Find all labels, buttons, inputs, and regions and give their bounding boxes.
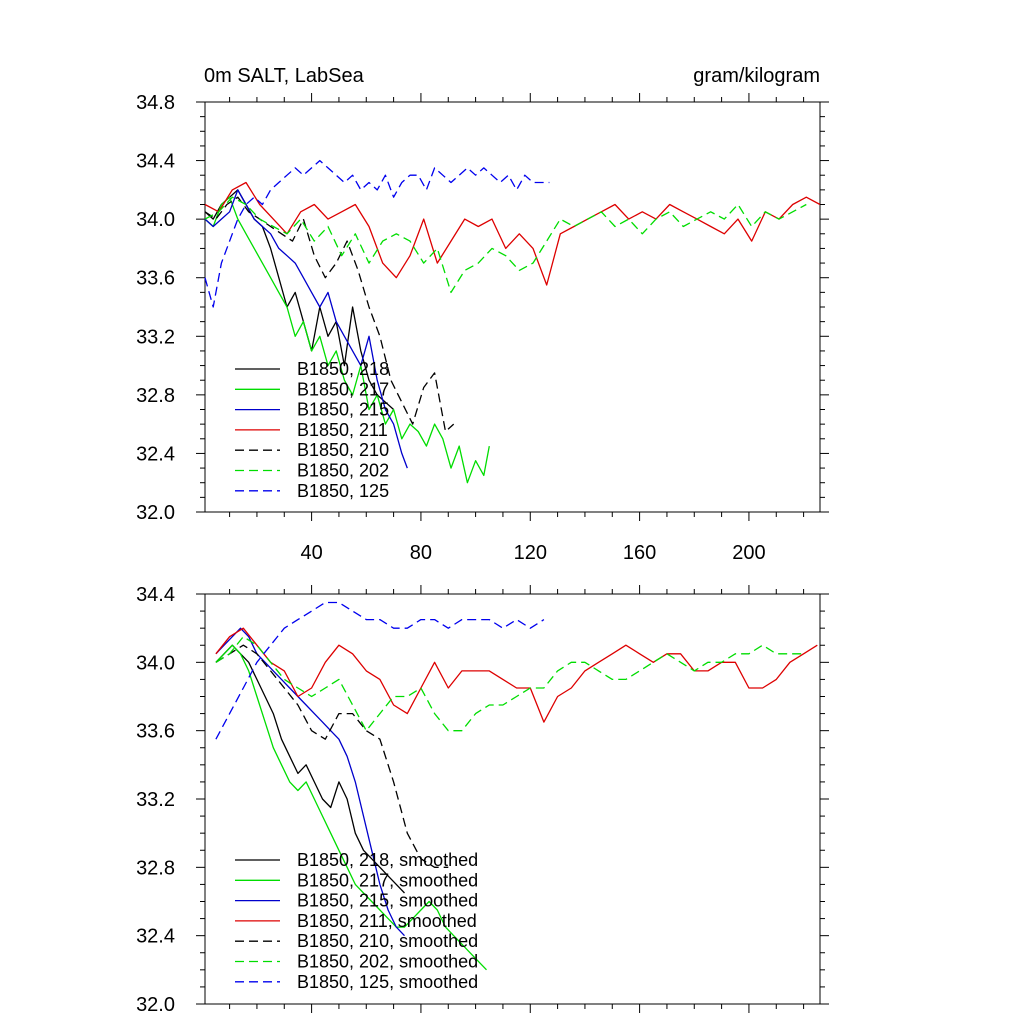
series-line-b1850-210-smoothed — [215, 644, 449, 868]
series-line-b1850-217-smoothed — [215, 644, 487, 971]
series-line-b1850-218-smoothed — [215, 644, 405, 894]
chart-units: gram/kilogram — [693, 65, 820, 87]
legend-label: B1850, 202, smoothed — [297, 952, 478, 972]
series-line-b1850-211 — [204, 181, 821, 286]
legend-label: B1850, 218 — [297, 359, 389, 379]
legend-label: B1850, 215, smoothed — [297, 891, 478, 911]
legend-label: B1850, 217 — [297, 379, 389, 399]
x-tick-label: 80 — [410, 542, 432, 564]
x-tick-label: 120 — [514, 542, 547, 564]
y-tick-label: 32.0 — [136, 994, 175, 1016]
series-line-b1850-215 — [204, 189, 408, 469]
y-tick-label: 34.0 — [136, 652, 175, 674]
x-tick-label: 200 — [732, 542, 765, 564]
y-tick-label: 34.4 — [136, 151, 175, 173]
tick-marks: 32.0 32.4 32.8 33.2 33.6 34.0 34.4 — [136, 584, 829, 1016]
y-tick-label: 32.4 — [136, 926, 175, 948]
y-tick-label: 34.4 — [136, 584, 175, 606]
y-tick-label: 34.8 — [136, 92, 175, 114]
x-tick-label: 160 — [623, 542, 656, 564]
legend-label: B1850, 202 — [297, 461, 389, 481]
chart-title: 0m SALT, LabSea — [204, 65, 365, 87]
y-tick-label: 32.4 — [136, 443, 175, 465]
legend-label: B1850, 215 — [297, 400, 389, 420]
legend-label: B1850, 217, smoothed — [297, 870, 478, 890]
series-line-b1850-217 — [204, 196, 490, 484]
legend-label: B1850, 211, smoothed — [297, 911, 477, 931]
legend-label: B1850, 125, smoothed — [297, 972, 478, 992]
legend-label: B1850, 210 — [297, 440, 389, 460]
tick-marks: 32.0 32.4 32.8 33.2 33.6 34.0 34.4 34.8 40 80 120 1… — [136, 92, 829, 564]
legend-label: B1850, 218, smoothed — [297, 850, 478, 870]
y-tick-label: 32.0 — [136, 502, 175, 524]
top-panel: 0m SALT, LabSea gram/kilogram 32.032.432… — [136, 65, 829, 564]
legend-label: B1850, 211 — [297, 420, 388, 440]
series-line-b1850-211-smoothed — [215, 627, 818, 723]
x-tick-label: 40 — [300, 542, 322, 564]
y-tick-label: 33.6 — [136, 268, 175, 290]
series-line-b1850-125-smoothed — [215, 601, 545, 740]
y-tick-label: 34.0 — [136, 209, 175, 231]
y-tick-label: 33.2 — [136, 326, 175, 348]
series-lines — [204, 159, 821, 484]
y-tick-label: 32.8 — [136, 857, 175, 879]
bottom-panel: 32.0 32.4 32.8 33.2 33.6 34.0 34.4 B1850, 218,… — [136, 584, 829, 1016]
series-line-b1850-215-smoothed — [215, 627, 405, 937]
legend-label: B1850, 125 — [297, 481, 389, 501]
y-tick-label: 33.6 — [136, 721, 175, 743]
series-line-b1850-218 — [204, 189, 395, 410]
series-lines — [215, 601, 818, 971]
legend-label: B1850, 210, smoothed — [297, 931, 478, 951]
y-tick-label: 32.8 — [136, 385, 175, 407]
series-line-b1850-202 — [204, 196, 807, 294]
series-line-b1850-202-smoothed — [215, 636, 804, 732]
series-line-b1850-125 — [204, 159, 550, 308]
y-tick-label: 33.2 — [136, 789, 175, 811]
series-line-b1850-210 — [204, 196, 455, 433]
